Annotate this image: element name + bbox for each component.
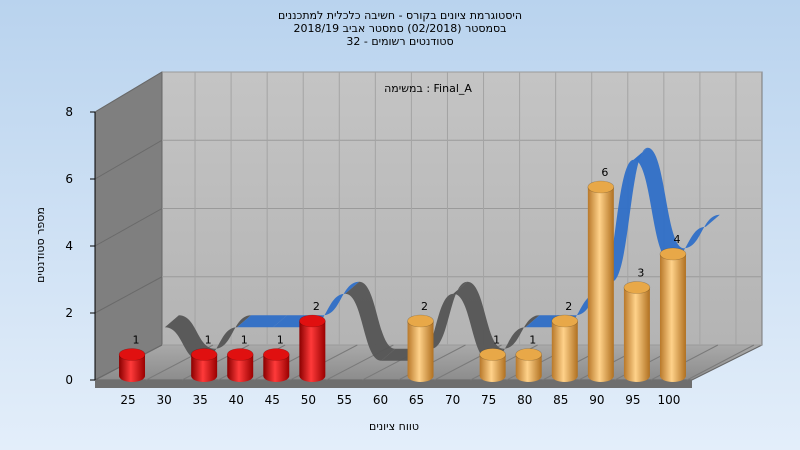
chart-title-line-3: סטודנטים רשומים - 32 bbox=[346, 35, 454, 48]
bar-body bbox=[587, 187, 614, 382]
trend-ribbon-segment bbox=[237, 315, 288, 328]
x-axis-title: טווח ציונים bbox=[369, 420, 419, 433]
y-tick-label: 0 bbox=[65, 373, 73, 387]
bar bbox=[515, 348, 543, 382]
bar-body bbox=[407, 321, 434, 382]
x-tick-label: 50 bbox=[301, 393, 316, 407]
bar-top bbox=[299, 314, 326, 328]
bar bbox=[587, 180, 615, 382]
bar-value-label: 3 bbox=[637, 267, 644, 280]
y-tick-label: 4 bbox=[65, 239, 73, 253]
x-tick-label: 90 bbox=[589, 393, 604, 407]
bar bbox=[262, 348, 290, 382]
bar-body bbox=[479, 354, 506, 382]
trend-ribbon-segment bbox=[309, 281, 360, 328]
bar bbox=[226, 348, 254, 382]
chart-title-line-2: בסמסטר (02/2018) סמסטר אביב 2018/19 bbox=[293, 22, 507, 35]
bar-value-label: 2 bbox=[565, 300, 572, 313]
bar-value-label: 1 bbox=[277, 334, 284, 347]
bar-body bbox=[191, 354, 218, 382]
bar-body bbox=[227, 354, 254, 382]
bar-top bbox=[226, 348, 254, 361]
trend-ribbon-segment bbox=[417, 281, 468, 361]
x-tick-label: 80 bbox=[517, 393, 532, 407]
bar-layer bbox=[118, 180, 687, 382]
bar-value-label: 1 bbox=[493, 334, 500, 347]
bar bbox=[118, 348, 146, 382]
x-tick-label: 55 bbox=[337, 393, 352, 407]
x-tick-label: 95 bbox=[625, 393, 640, 407]
trend-ribbon-segment bbox=[489, 315, 540, 361]
chart-title-line-1: היסטוגרמת ציונים בקורס - חשיבה כלכלית למ… bbox=[277, 9, 523, 22]
gridline-y-left bbox=[94, 276, 163, 314]
bar-top bbox=[551, 314, 579, 328]
floor-front-edge bbox=[95, 380, 692, 388]
bar-top bbox=[587, 180, 615, 194]
bar-top bbox=[659, 247, 687, 261]
bar bbox=[659, 247, 687, 382]
trend-ribbon-segment bbox=[345, 281, 396, 361]
bar-top bbox=[515, 348, 543, 361]
x-tick-label: 40 bbox=[229, 393, 244, 407]
bar-top bbox=[407, 314, 434, 328]
x-tick-label: 45 bbox=[265, 393, 280, 407]
gridline-y-left bbox=[94, 139, 163, 180]
bar-value-label: 1 bbox=[241, 334, 248, 347]
y-tick-label: 2 bbox=[65, 306, 73, 320]
bar-top bbox=[118, 348, 146, 361]
bar-value-label: 1 bbox=[529, 334, 536, 347]
floor-gridline bbox=[686, 344, 755, 381]
x-tick-label: 75 bbox=[481, 393, 496, 407]
bar-value-label: 2 bbox=[421, 300, 428, 313]
x-tick-label: 100 bbox=[658, 393, 681, 407]
x-tick-label: 25 bbox=[120, 393, 135, 407]
bar bbox=[299, 314, 326, 382]
y-tick-label: 8 bbox=[65, 105, 73, 119]
trend-ribbon-segment bbox=[597, 147, 648, 294]
bar-body bbox=[299, 321, 326, 382]
bar-body bbox=[263, 354, 290, 382]
trend-ribbon-segment bbox=[453, 281, 504, 361]
bar-value-label: 6 bbox=[601, 166, 608, 179]
bar-value-label: 1 bbox=[205, 334, 212, 347]
gridline-y-left bbox=[94, 208, 163, 247]
bar bbox=[551, 314, 579, 382]
x-tick-label: 35 bbox=[193, 393, 208, 407]
bar-body bbox=[551, 321, 578, 382]
x-tick-label: 60 bbox=[373, 393, 388, 407]
trend-ribbon-segment bbox=[633, 147, 684, 261]
trend-ribbon-segment bbox=[200, 315, 252, 361]
bar-value-label: 4 bbox=[673, 233, 680, 246]
left-wall bbox=[94, 71, 163, 381]
trend-ribbon-segment bbox=[669, 214, 720, 261]
bar-top bbox=[479, 348, 506, 361]
bar bbox=[190, 348, 218, 382]
bar-body bbox=[515, 354, 542, 382]
bar-top bbox=[262, 348, 290, 361]
chart-annotation: במשימה : Final_A bbox=[384, 82, 472, 95]
x-tick-label: 70 bbox=[445, 393, 460, 407]
bar-body bbox=[659, 254, 686, 382]
y-axis-title: מספר סטודנטים bbox=[34, 207, 47, 283]
x-tick-label: 65 bbox=[409, 393, 424, 407]
trend-ribbon-segment bbox=[561, 281, 612, 328]
trend-ribbon bbox=[164, 147, 720, 361]
axis-layer: 0 2 4 6 8 25 30 35 40 45 50 55 60 65 70 75 80 85 90 95 100 bbox=[65, 105, 680, 407]
x-tick-label: 30 bbox=[156, 393, 171, 407]
bar bbox=[479, 348, 506, 382]
bar-body bbox=[623, 287, 650, 382]
bar bbox=[623, 281, 651, 382]
bar-top bbox=[623, 281, 651, 294]
bar-value-label: 2 bbox=[313, 300, 320, 313]
bar bbox=[407, 314, 434, 382]
label-layer: 1 1 1 1 2 2 1 1 2 6 3 4 bbox=[133, 166, 681, 347]
x-tick-label: 85 bbox=[553, 393, 568, 407]
gridline-y-left bbox=[94, 71, 163, 113]
bar-value-label: 1 bbox=[133, 334, 140, 347]
bar-body bbox=[119, 354, 146, 382]
y-tick-label: 6 bbox=[65, 172, 73, 186]
bar-top bbox=[190, 348, 218, 361]
